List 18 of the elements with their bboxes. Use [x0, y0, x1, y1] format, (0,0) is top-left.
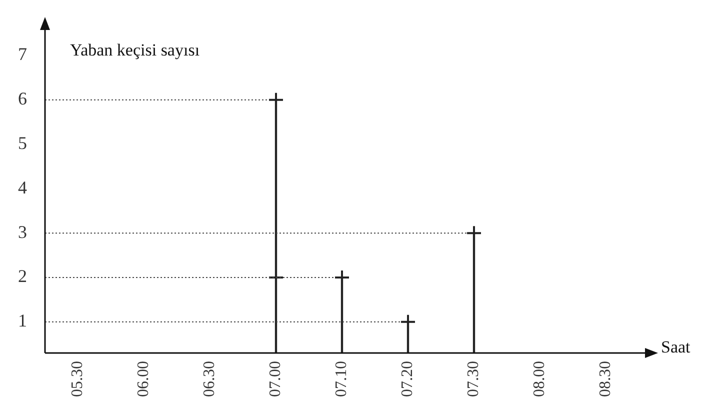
y-tick-label: 3	[18, 222, 27, 242]
x-tick-label: 08.30	[597, 361, 614, 397]
x-tick-label: 07.10	[333, 361, 350, 397]
x-tick-label: 07.00	[267, 361, 284, 397]
x-tick-label: 07.20	[399, 361, 416, 397]
x-tick-label: 05.30	[69, 361, 86, 397]
y-tick-label: 5	[18, 133, 27, 154]
y-axis-title: Yaban keçisi sayısı	[70, 40, 200, 60]
x-tick-label: 07.30	[465, 361, 482, 397]
y-tick-label: 6	[18, 88, 27, 109]
y-tick-label: 2	[18, 266, 27, 286]
x-tick-label: 08.00	[531, 361, 548, 397]
y-tick-label: 7	[18, 44, 27, 64]
y-tick-label: 1	[18, 310, 27, 331]
x-tick-label: 06.00	[135, 361, 152, 397]
y-tick-label: 4	[18, 177, 27, 198]
x-tick-label: 06.30	[201, 361, 218, 397]
x-axis-title: Saat	[661, 337, 691, 356]
